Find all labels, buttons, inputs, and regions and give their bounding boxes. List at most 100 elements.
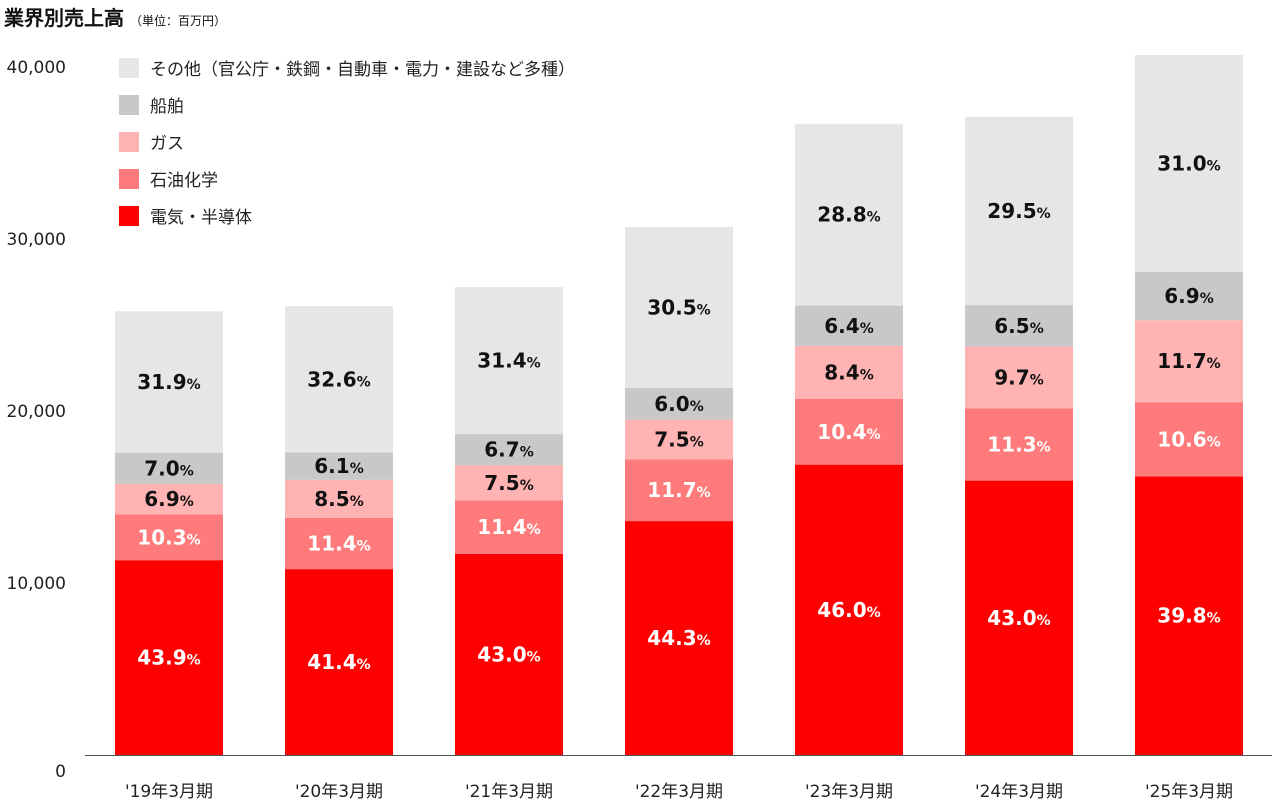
data-label: 11.7%: [1157, 349, 1220, 373]
data-label: 43.9%: [137, 646, 200, 670]
data-label: 6.5%: [994, 314, 1043, 338]
unit-note: （単位：百万円）: [130, 14, 227, 28]
data-label: 11.4%: [477, 515, 540, 539]
bar-segment: [625, 388, 733, 420]
data-label: 6.1%: [314, 454, 363, 478]
data-label: 8.5%: [314, 487, 363, 511]
data-label: 6.9%: [144, 487, 193, 511]
x-tick-label: '21年3月期: [465, 782, 553, 801]
data-label: 6.4%: [824, 314, 873, 338]
y-axis: 0 10,000 20,000 30,000 40,000: [7, 58, 66, 782]
bar-segment: [285, 479, 393, 518]
data-label: 30.5%: [647, 295, 710, 319]
legend-label: 船舶: [150, 97, 184, 117]
x-tick-label: '24年3月期: [975, 782, 1063, 801]
x-tick-label: '19年3月期: [125, 782, 213, 801]
bar-segment: [1135, 54, 1243, 272]
chart-title-text: 業界別売上高: [4, 6, 124, 30]
data-label: 10.6%: [1157, 427, 1220, 451]
data-label: 10.4%: [817, 420, 880, 444]
data-label: 7.0%: [144, 456, 193, 480]
bar-stack: 43.0% 11.4% 7.5% 6.7% 31.4%: [455, 287, 563, 755]
bar-segment: [795, 464, 903, 755]
data-label: 32.6%: [307, 367, 370, 391]
data-label: 43.0%: [987, 606, 1050, 630]
data-label: 44.3%: [647, 626, 710, 650]
bar-segment: [795, 305, 903, 346]
bar-segment: [795, 123, 903, 306]
legend-item: 石油化学: [119, 169, 218, 191]
y-tick-label: 40,000: [7, 58, 66, 78]
data-label: 41.4%: [307, 650, 370, 674]
data-label: 9.7%: [994, 366, 1043, 390]
bar-segment: [795, 345, 903, 399]
data-label: 31.9%: [137, 370, 200, 394]
bar-segment: [285, 569, 393, 755]
bar-segment: [625, 459, 733, 522]
bar-segment: [965, 346, 1073, 409]
bar-segment: [455, 465, 563, 501]
bar-segment: [625, 419, 733, 460]
bar-segment: [115, 483, 223, 515]
data-label: 6.7%: [484, 438, 533, 462]
legend-label: 電気・半導体: [150, 208, 252, 228]
bar-segment: [455, 434, 563, 466]
data-label: 28.8%: [817, 203, 880, 227]
y-tick-label: 10,000: [7, 574, 66, 594]
x-tick-label: '20年3月期: [295, 782, 383, 801]
x-axis: '19年3月期 '20年3月期 '21年3月期 '22年3月期 '23年3月期 '24年3…: [85, 755, 1272, 801]
bar-segment: [115, 560, 223, 755]
bar-segment: [285, 517, 393, 570]
x-tick-label: '22年3月期: [635, 782, 723, 801]
legend-swatch: [119, 95, 139, 115]
data-label: 7.5%: [654, 427, 703, 451]
bar-segment: [965, 480, 1073, 755]
bar-stack: 39.8% 10.6% 11.7% 6.9% 31.0%: [1135, 54, 1243, 755]
bar-stack: 46.0% 10.4% 8.4% 6.4% 28.8%: [795, 123, 903, 755]
bar-segment: [455, 500, 563, 554]
bar-segment: [1135, 271, 1243, 321]
data-label: 7.5%: [484, 471, 533, 495]
bar-segment: [115, 514, 223, 561]
bar-segment: [285, 452, 393, 480]
bar-segment: [1135, 476, 1243, 755]
data-label: 6.0%: [654, 392, 703, 416]
bar-segment: [115, 311, 223, 453]
data-label: 11.7%: [647, 478, 710, 502]
bar-segment: [285, 306, 393, 453]
data-label: 39.8%: [1157, 604, 1220, 628]
data-label: 11.3%: [987, 433, 1050, 457]
data-label: 29.5%: [987, 199, 1050, 223]
chart-title: 業界別売上高 （単位：百万円）: [4, 2, 226, 31]
legend-label: その他（官公庁・鉄鋼・自動車・電力・建設など多種）: [150, 60, 575, 80]
bar-segment: [455, 287, 563, 435]
legend-item: ガス: [119, 132, 184, 154]
y-tick-label: 0: [55, 762, 66, 782]
bar-segment: [965, 408, 1073, 481]
x-tick-label: '23年3月期: [805, 782, 893, 801]
y-tick-label: 20,000: [7, 402, 66, 422]
y-tick-label: 30,000: [7, 230, 66, 250]
bar-segment: [455, 553, 563, 755]
bar-segment: [1135, 402, 1243, 477]
legend-swatch: [119, 58, 139, 78]
legend-swatch: [119, 132, 139, 152]
data-label: 46.0%: [817, 598, 880, 622]
data-label: 6.9%: [1164, 284, 1213, 308]
data-label: 8.4%: [824, 360, 873, 384]
legend-label: ガス: [150, 134, 184, 154]
bar-stack: 43.9% 10.3% 6.9% 7.0% 31.9%: [115, 311, 223, 755]
data-label: 10.3%: [137, 525, 200, 549]
bar-segment: [115, 452, 223, 484]
data-label: 31.0%: [1157, 151, 1220, 175]
legend-item: 電気・半導体: [119, 206, 252, 228]
legend-label: 石油化学: [150, 171, 218, 191]
bar-segment: [625, 226, 733, 389]
bar-segment: [625, 521, 733, 755]
x-tick-label: '25年3月期: [1145, 782, 1233, 801]
bar-stack: 44.3% 11.7% 7.5% 6.0% 30.5%: [625, 226, 733, 755]
bar-segment: [1135, 320, 1243, 403]
data-label: 11.4%: [307, 532, 370, 556]
